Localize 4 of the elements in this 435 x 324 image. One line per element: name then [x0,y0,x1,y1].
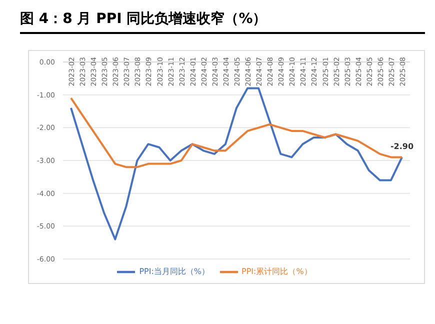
data-label: -2.90 [390,142,414,152]
legend-label: PPI:当月同比（%） [139,267,210,276]
chart-title: 图 4：8 月 PPI 同比负增速收窄（%） [20,10,425,34]
legend-label: PPI:累计同比（%） [242,267,312,276]
